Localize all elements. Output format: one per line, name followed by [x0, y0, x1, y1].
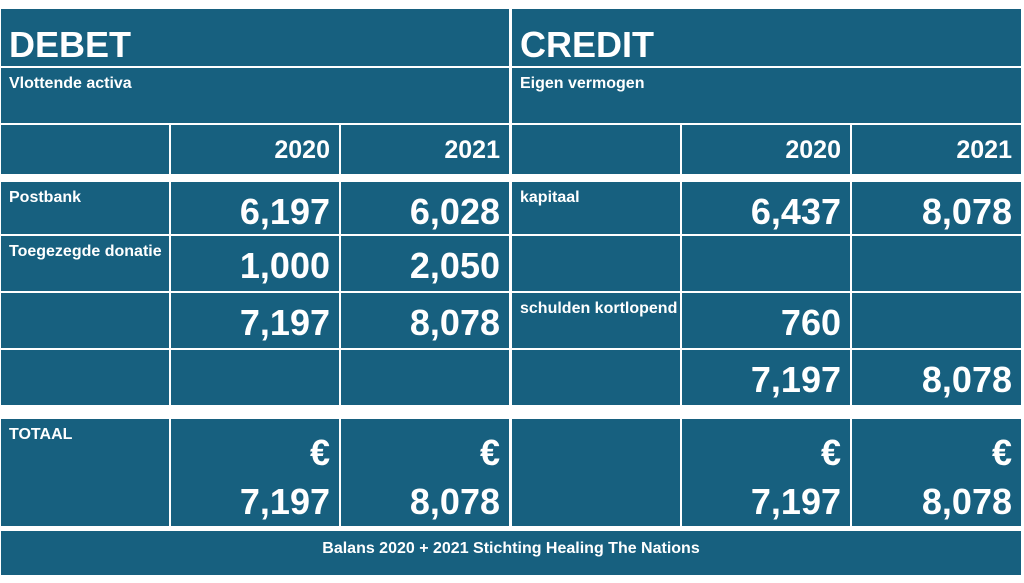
currency-symbol: €: [479, 432, 500, 473]
totals-label: TOTAAL: [1, 419, 169, 526]
credit-row-label: [512, 350, 680, 405]
currency-symbol: €: [309, 432, 330, 473]
debet-value: 7,197: [171, 293, 339, 348]
credit-subheader: Eigen vermogen: [512, 68, 1021, 123]
debet-row-label: [1, 350, 169, 405]
debet-value: [341, 350, 509, 405]
debet-row-label: Postbank: [1, 182, 169, 234]
total-value: 8,078: [921, 481, 1012, 522]
debet-row-label: [1, 293, 169, 348]
credit-value: 8,078: [852, 182, 1021, 234]
total-value: 7,197: [750, 481, 841, 522]
credit-value: [852, 293, 1021, 348]
debet-total-2021: € 8,078: [341, 419, 509, 526]
year-row-blank-credit: [512, 125, 680, 174]
credit-total-2021: € 8,078: [852, 419, 1021, 526]
debet-row-label: Toegezegde donatie: [1, 236, 169, 291]
total-value: 8,078: [409, 481, 500, 522]
debet-value: 2,050: [341, 236, 509, 291]
year-row-blank-debet: [1, 125, 169, 174]
currency-symbol: €: [820, 432, 841, 473]
debet-value: 6,028: [341, 182, 509, 234]
totals-blank-credit: [512, 419, 680, 526]
footer-caption: Balans 2020 + 2021 Stichting Healing The…: [1, 531, 1021, 575]
credit-value: 760: [682, 293, 850, 348]
credit-row-label: schulden kortlopend: [512, 293, 680, 348]
currency-symbol: €: [991, 432, 1012, 473]
credit-value: 8,078: [852, 350, 1021, 405]
credit-year-2020: 2020: [682, 125, 850, 174]
credit-year-2021: 2021: [852, 125, 1021, 174]
debet-year-2021: 2021: [341, 125, 509, 174]
total-value: 7,197: [239, 481, 330, 522]
debet-subheader: Vlottende activa: [1, 68, 509, 123]
debet-header: DEBET: [1, 9, 509, 66]
debet-value: 8,078: [341, 293, 509, 348]
credit-value: 6,437: [682, 182, 850, 234]
debet-value: 1,000: [171, 236, 339, 291]
debet-year-2020: 2020: [171, 125, 339, 174]
debet-value: 6,197: [171, 182, 339, 234]
credit-header: CREDIT: [512, 9, 1021, 66]
credit-total-2020: € 7,197: [682, 419, 850, 526]
credit-row-label: kapitaal: [512, 182, 680, 234]
credit-row-label: [512, 236, 680, 291]
debet-value: [171, 350, 339, 405]
credit-value: 7,197: [682, 350, 850, 405]
credit-value: [852, 236, 1021, 291]
debet-total-2020: € 7,197: [171, 419, 339, 526]
credit-value: [682, 236, 850, 291]
